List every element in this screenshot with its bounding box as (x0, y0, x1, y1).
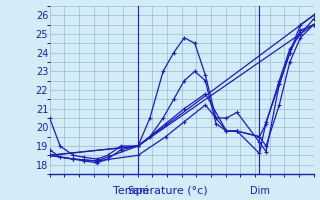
Text: Sam: Sam (127, 186, 149, 196)
Text: Dim: Dim (250, 186, 269, 196)
Text: Température (°c): Température (°c) (113, 186, 207, 196)
